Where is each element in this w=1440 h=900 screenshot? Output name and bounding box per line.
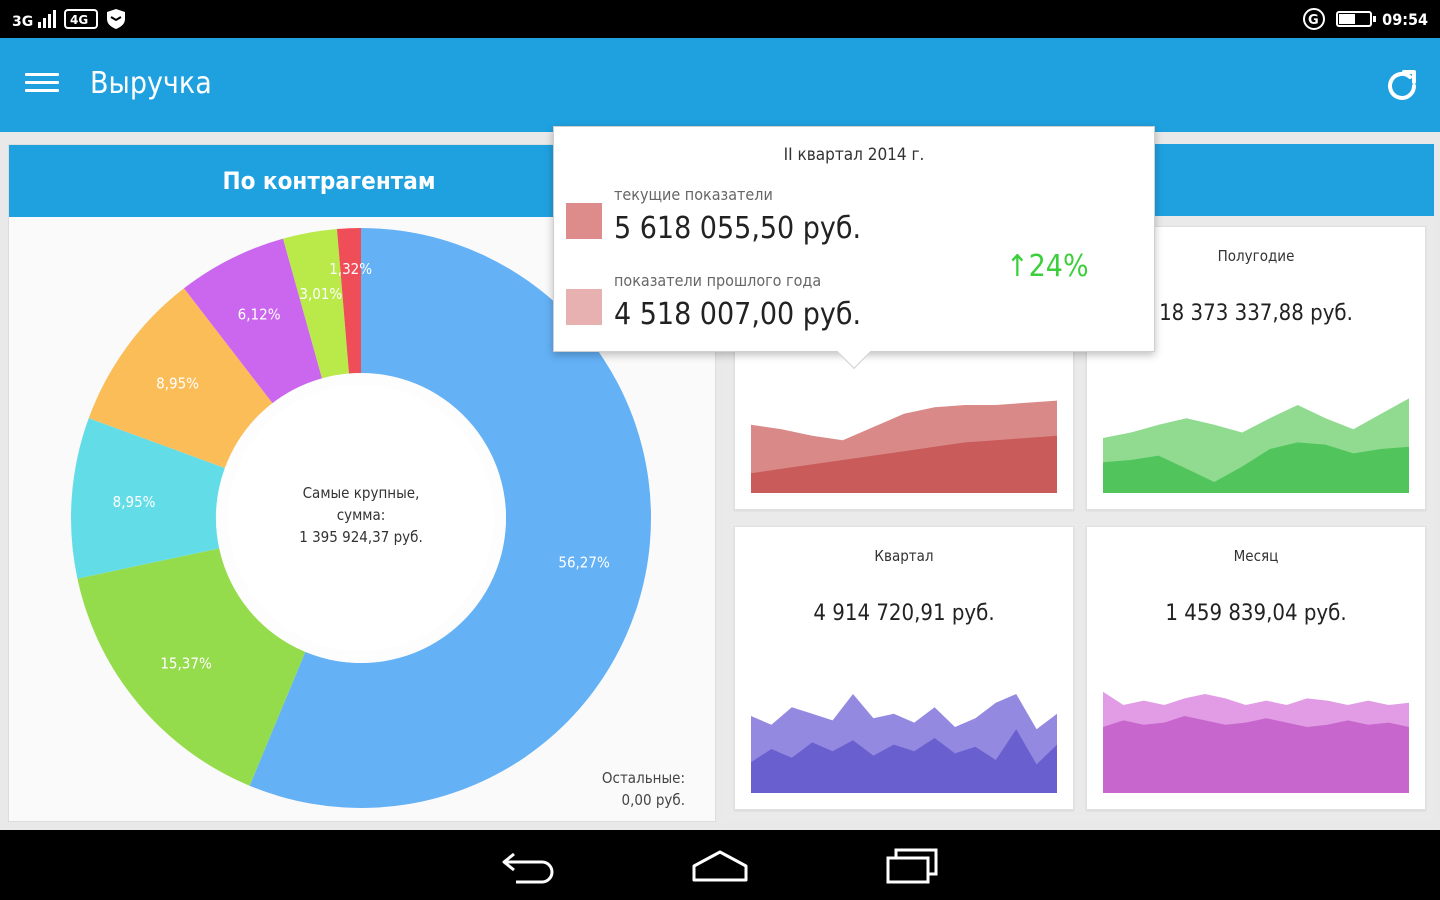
previous-label: показатели прошлого года [614, 271, 822, 290]
home-icon[interactable] [688, 844, 752, 888]
card-area-chart [751, 694, 1057, 793]
card-title: Месяц [1233, 547, 1279, 565]
card-month[interactable]: Месяц 1 459 839,04 руб. [1086, 526, 1426, 810]
app-bar: Выручка [0, 38, 1440, 132]
network-text: 4G [70, 13, 88, 27]
donut-chart-area: 56,27% 15,37% 8,95% 8,95% 6,12% 3,01% 1,32% Сам… [9, 217, 715, 821]
period-tooltip: II квартал 2014 г. текущие показатели 5 … [553, 126, 1155, 369]
card-value: 18 373 337,88 руб. [1159, 301, 1353, 326]
current-year-area [751, 435, 1057, 493]
shield-icon [107, 9, 125, 29]
donut-slice[interactable] [77, 548, 306, 786]
change-value: 24% [1028, 249, 1089, 284]
donut-center-text: сумма: [337, 506, 386, 524]
card-value: 4 914 720,91 руб. [813, 601, 995, 626]
donut-slice[interactable] [70, 418, 225, 579]
donut-slice-label: 6,12% [238, 306, 281, 324]
counterparty-title: По контрагентам [222, 167, 436, 195]
current-year-area [1103, 442, 1409, 493]
signal-icon: 3G [12, 10, 56, 30]
rest-label-title: Остальные: [601, 769, 685, 787]
card-value: 1 459 839,04 руб. [1165, 601, 1347, 626]
counterparty-panel: По контрагентам 56,27% 15,37% 8,95% 8,95% 6,… [8, 144, 716, 822]
battery-icon [1336, 11, 1377, 27]
recent-apps-icon[interactable] [880, 844, 944, 888]
signal-text: 3G [12, 14, 33, 30]
status-bar: 3G 4G G 09:54 [0, 0, 1440, 38]
current-color-swatch [566, 203, 602, 239]
card-area-chart [751, 400, 1057, 493]
donut-slice[interactable] [336, 228, 361, 374]
donut-chart[interactable]: 56,27% 15,37% 8,95% 8,95% 6,12% 3,01% 1,32% Сам… [9, 217, 715, 821]
donut-slice-label: 1,32% [329, 260, 372, 278]
tooltip-period: II квартал 2014 г. [783, 145, 925, 165]
rest-label-value: 0,00 руб. [621, 791, 685, 809]
donut-slice[interactable] [88, 288, 273, 469]
sync-icon: G [1303, 8, 1326, 30]
card-quarter[interactable]: Квартал 4 914 720,91 руб. [734, 526, 1074, 810]
previous-value: 4 518 007,00 руб. [614, 297, 862, 332]
menu-icon[interactable] [22, 68, 62, 102]
donut-slice-label: 8,95% [113, 493, 156, 511]
refresh-icon[interactable] [1380, 64, 1424, 108]
status-time: 09:54 [1382, 9, 1428, 29]
current-value: 5 618 055,50 руб. [614, 211, 862, 246]
page-title: Выручка [90, 66, 212, 101]
card-title: Полугодие [1217, 247, 1295, 265]
donut-slice[interactable] [283, 228, 349, 379]
arrow-up-icon: ↑ [1006, 249, 1029, 284]
donut-slice-label: 8,95% [156, 374, 199, 392]
rest-summary: Остальные: 0,00 руб. [602, 767, 685, 811]
donut-slice-label: 15,37% [160, 654, 212, 672]
change-indicator: ↑24% [1006, 249, 1089, 284]
network-icon: 4G [64, 9, 98, 29]
current-year-area [751, 729, 1057, 793]
card-area-chart [1103, 398, 1409, 493]
back-icon[interactable] [496, 844, 560, 888]
card-area-chart [1103, 691, 1409, 793]
donut-center-text: Самые крупные, [303, 484, 420, 502]
svg-text:G: G [1308, 13, 1319, 28]
donut-slice[interactable] [249, 228, 651, 808]
donut-hole [228, 385, 494, 651]
current-year-area [1103, 716, 1409, 793]
current-label: текущие показатели [614, 185, 773, 204]
donut-slice[interactable] [183, 238, 323, 404]
donut-slice-label: 56,27% [558, 554, 610, 572]
previous-color-swatch [566, 289, 602, 325]
card-title: Квартал [874, 547, 934, 565]
donut-slice-label: 3,01% [299, 285, 342, 303]
donut-center-text: 1 395 924,37 руб. [299, 528, 423, 546]
navigation-bar [0, 830, 1440, 900]
